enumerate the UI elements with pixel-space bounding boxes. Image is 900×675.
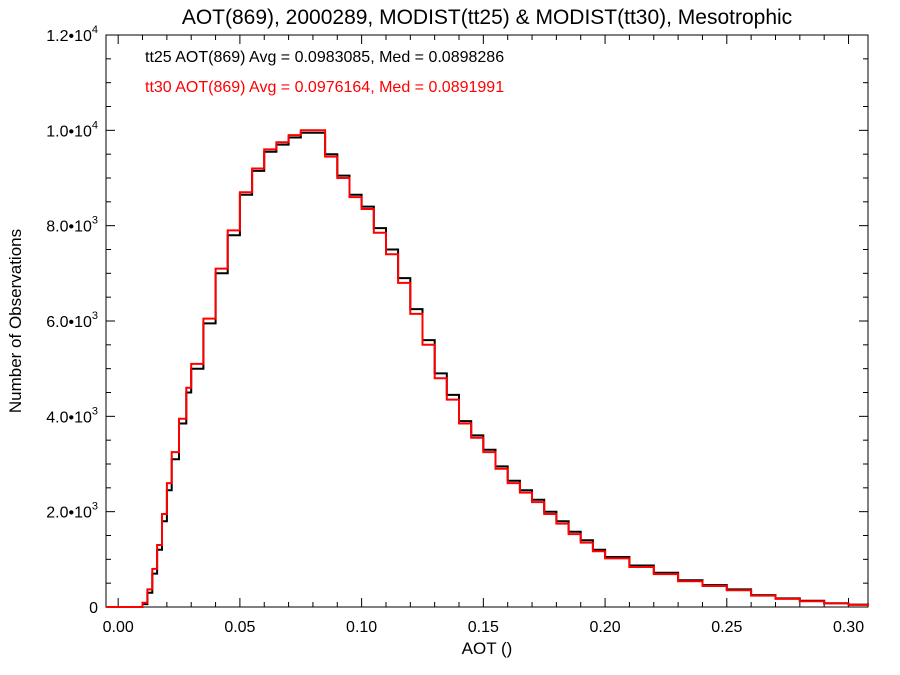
- x-tick-label: 0.10: [346, 619, 377, 636]
- y-tick-label: 6.0•103: [46, 310, 98, 331]
- x-tick-label: 0.15: [468, 619, 499, 636]
- y-tick-label: 1.0•104: [46, 119, 98, 140]
- x-tick-label: 0.05: [224, 619, 255, 636]
- y-tick-exponent: 3: [92, 215, 98, 227]
- y-tick-label: 4.0•103: [46, 405, 98, 426]
- series-tt25-line: [106, 131, 869, 608]
- y-tick-exponent: 4: [92, 119, 98, 131]
- y-tick-label: 0: [89, 600, 98, 617]
- y-tick-label: 2.0•103: [46, 501, 98, 522]
- y-tick-mantissa: 1.0•10: [46, 123, 92, 140]
- x-tick-label: 0.30: [833, 619, 864, 636]
- plot-frame: [105, 34, 869, 608]
- tt30-stats-annotation: tt30 AOT(869) Avg = 0.0976164, Med = 0.0…: [145, 79, 504, 96]
- series-tt30-line: [106, 129, 869, 608]
- y-axis: 02.0•1034.0•1036.0•1038.0•1031.0•1041.2•…: [46, 24, 868, 617]
- y-axis-title: Number of Observations: [6, 229, 25, 413]
- x-tick-label: 0.00: [103, 619, 134, 636]
- y-tick-exponent: 3: [92, 501, 98, 513]
- y-tick-mantissa: 1.2•10: [46, 28, 92, 45]
- y-tick-mantissa: 4.0•10: [46, 409, 92, 426]
- y-tick-mantissa: 6.0•10: [46, 314, 92, 331]
- chart-title: AOT(869), 2000289, MODIST(tt25) & MODIST…: [182, 6, 792, 29]
- y-tick-label: 1.2•104: [46, 24, 98, 45]
- x-axis: 0.00 0.05 0.10 0.15 0.20 0.25 0.30: [103, 35, 864, 636]
- y-tick-exponent: 3: [92, 310, 98, 322]
- y-tick-mantissa: 0: [89, 600, 98, 617]
- y-tick-exponent: 4: [92, 24, 98, 36]
- y-tick-mantissa: 2.0•10: [46, 505, 92, 522]
- series-layer: [106, 129, 869, 608]
- y-tick-exponent: 3: [92, 405, 98, 417]
- x-tick-label: 0.25: [711, 619, 742, 636]
- y-tick-mantissa: 8.0•10: [46, 219, 92, 236]
- x-tick-label: 0.20: [590, 619, 621, 636]
- tt25-stats-annotation: tt25 AOT(869) Avg = 0.0983085, Med = 0.0…: [145, 49, 504, 66]
- y-tick-label: 8.0•103: [46, 215, 98, 236]
- x-axis-title: AOT (): [462, 639, 513, 658]
